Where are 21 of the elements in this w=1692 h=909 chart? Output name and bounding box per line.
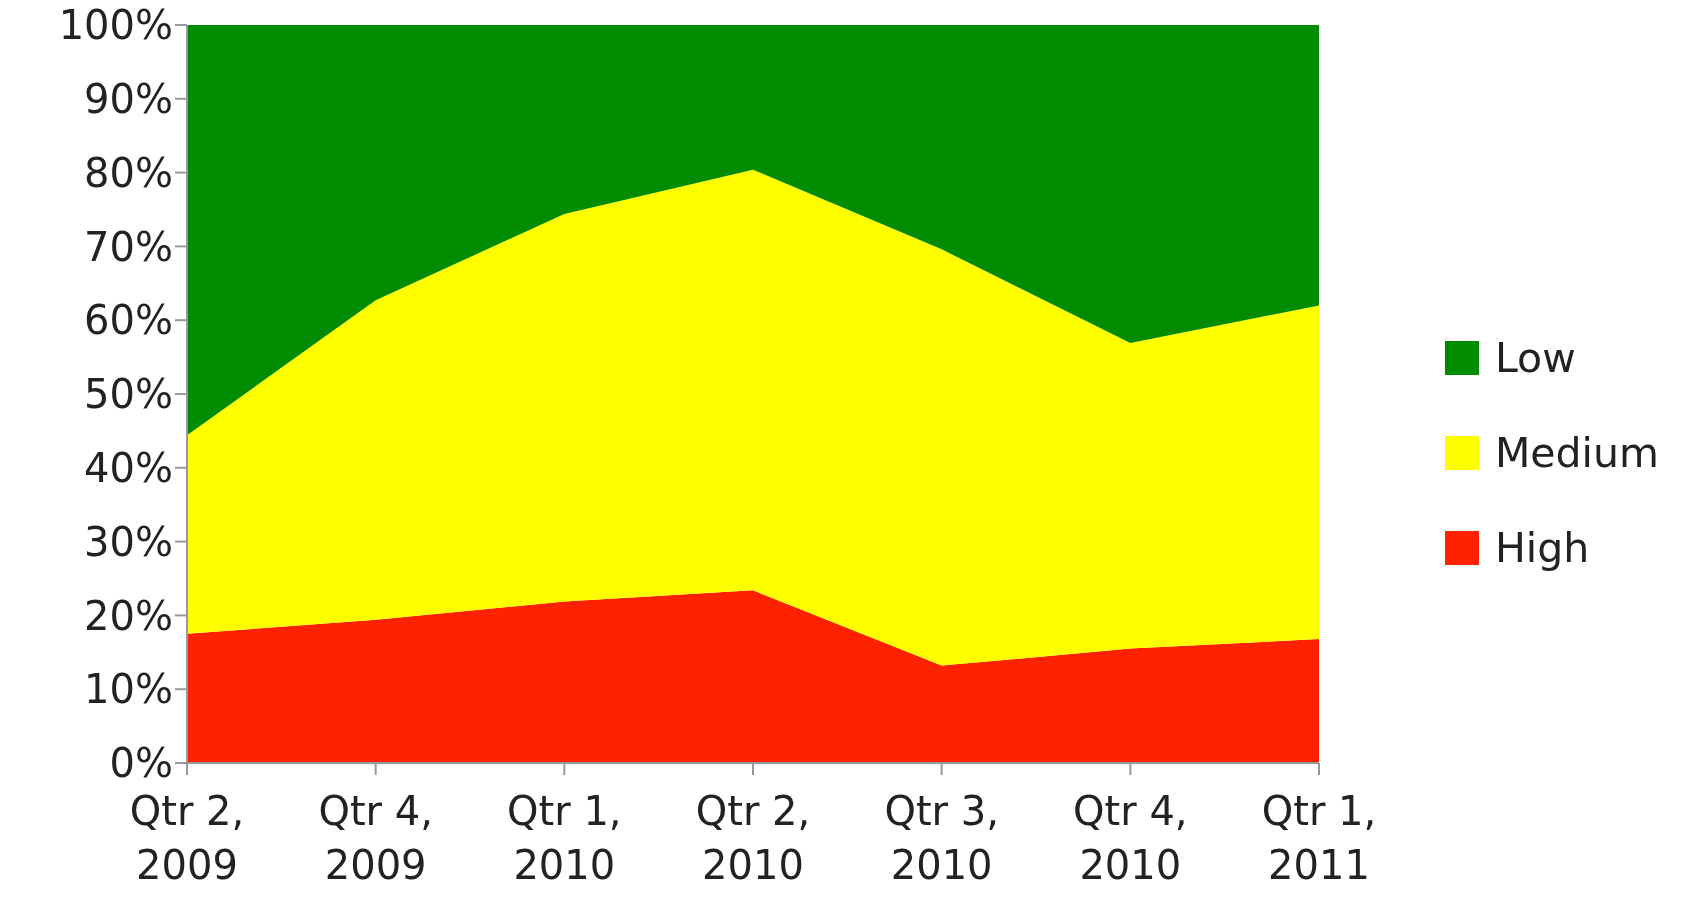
x-tick-label: Qtr 2, 2009 <box>129 788 245 888</box>
x-tick-label: Qtr 1, 2011 <box>1261 788 1377 888</box>
x-tick-label: Qtr 4, 2010 <box>1073 788 1188 888</box>
legend-label: High <box>1495 523 1590 572</box>
y-tick-label: 70% <box>84 223 173 270</box>
y-tick-label: 50% <box>84 371 173 418</box>
x-tick-label: Qtr 1, 2010 <box>507 788 622 888</box>
y-tick-label: 40% <box>84 445 173 491</box>
x-tick-label: Qtr 2, 2010 <box>695 788 811 888</box>
y-tick-label: 0% <box>109 740 173 787</box>
y-tick-label: 60% <box>84 297 173 344</box>
y-tick-label: 10% <box>84 666 173 713</box>
y-tick-label: 30% <box>84 518 173 565</box>
legend-label: Low <box>1495 333 1576 382</box>
y-tick-label: 80% <box>84 149 173 196</box>
y-tick-label: 100% <box>58 2 173 49</box>
y-tick-label: 90% <box>84 76 173 122</box>
legend-label: Medium <box>1495 428 1659 477</box>
x-tick-label: Qtr 4, 2009 <box>318 788 433 888</box>
x-tick-label: Qtr 3, 2010 <box>884 788 999 888</box>
y-tick-label: 20% <box>84 592 173 639</box>
